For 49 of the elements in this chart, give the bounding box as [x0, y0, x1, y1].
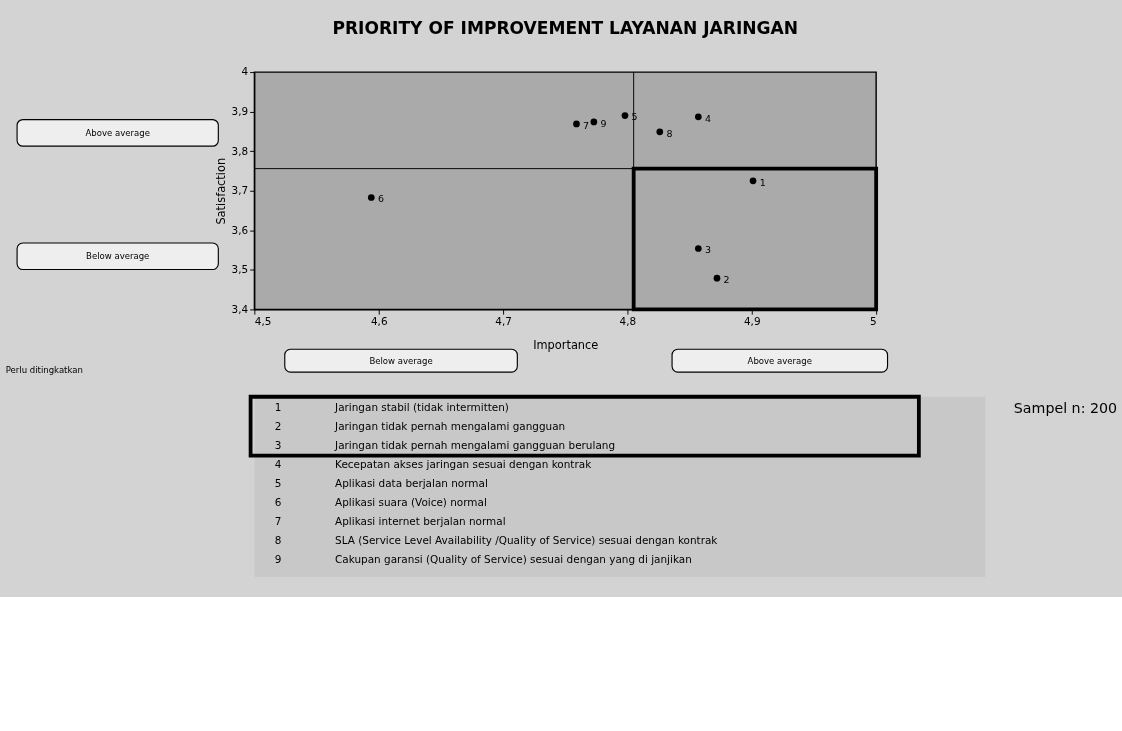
text: 5 Aplikasi data berjalan normal	[274, 476, 488, 489]
x-tick-label: 5	[869, 315, 877, 328]
x-tick-label: 4,6	[370, 315, 388, 328]
text: 9 Cakupan garansi (Quality of Service) sesuai dengan yang di janjikan	[274, 552, 692, 565]
y-axis-title: Satisfaction	[213, 157, 228, 225]
x-tick-label: 4,8	[619, 315, 637, 328]
text: Below average	[86, 251, 150, 262]
point	[621, 112, 629, 119]
point	[367, 194, 375, 201]
annotation: 4	[704, 112, 712, 124]
point	[713, 274, 721, 282]
x-tick-label: 4,9	[743, 315, 761, 328]
y-tick-label: 3,4	[231, 302, 249, 315]
x-tick-label: 4,7	[495, 315, 512, 328]
annotation: 5	[631, 111, 638, 123]
annotation: 9	[600, 117, 607, 129]
y-tick-label: 4	[241, 65, 249, 78]
text: 6 Aplikasi suara (Voice) normal	[274, 495, 487, 508]
chart-title: PRIORITY OF IMPROVEMENT LAYANAN JARINGAN	[332, 18, 799, 39]
point	[573, 120, 580, 128]
annotation: 6	[377, 193, 384, 205]
text: 3 Jaringan tidak pernah mengalami gangguan berulang	[274, 438, 616, 451]
y-tick-label: 3,6	[231, 223, 249, 236]
text: Above average	[85, 127, 150, 138]
text: Above average	[747, 355, 812, 366]
y-tick-label: 3,8	[231, 144, 249, 157]
point	[590, 118, 598, 126]
y-tick-label: 3,5	[231, 263, 249, 276]
x-axis-title: Importance	[533, 337, 599, 352]
annotation: 1	[759, 176, 766, 188]
y-tick-label: 3,9	[231, 104, 249, 117]
annotation: 3	[704, 244, 712, 256]
text: 2 Jaringan tidak pernah mengalami gangguan	[274, 419, 566, 432]
text: Sampel n: 200	[1013, 399, 1118, 416]
annotation: 2	[723, 273, 730, 285]
text: Perlu ditingkatkan	[5, 365, 83, 376]
x-tick-label: 4,5	[254, 315, 272, 328]
text: 8 SLA (Service Level Availability /Quality of Service) sesuai dengan kontrak	[274, 533, 718, 546]
text: Below average	[369, 355, 433, 366]
text: 7 Aplikasi internet berjalan normal	[274, 514, 506, 527]
point	[694, 245, 702, 252]
point	[749, 177, 757, 185]
text: 4 Kecepatan akses jaringan sesuai dengan kontrak	[274, 457, 592, 470]
annotation: 8	[666, 127, 673, 139]
annotation: 7	[583, 119, 590, 131]
text: 1 Jaringan stabil (tidak intermitten)	[274, 400, 509, 413]
y-tick-label: 3,7	[231, 184, 249, 197]
point	[694, 113, 702, 121]
point	[656, 128, 664, 136]
